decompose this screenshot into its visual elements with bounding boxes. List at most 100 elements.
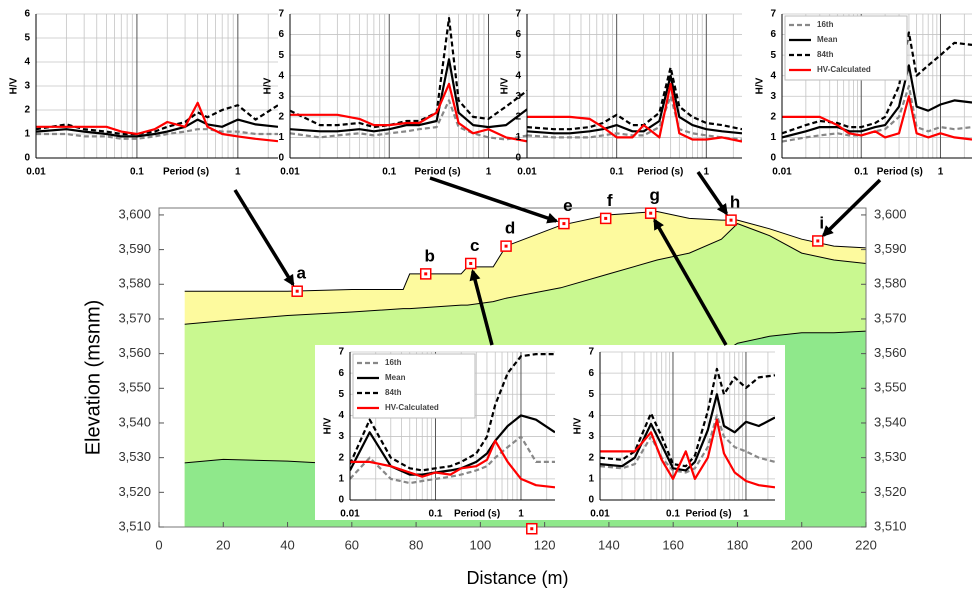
y-tick-label: 6 bbox=[588, 368, 594, 379]
y-tick-label: 3,580 bbox=[118, 276, 151, 291]
y-tick-label: 7 bbox=[770, 9, 776, 20]
y-tick-label: 2 bbox=[515, 111, 521, 122]
x-axis-label: Period (s) bbox=[163, 167, 209, 178]
sample-point-dot bbox=[604, 216, 608, 220]
y-tick-label: 1 bbox=[278, 132, 284, 143]
x-axis-label: Period (s) bbox=[685, 509, 731, 520]
x-tick-label: 200 bbox=[791, 537, 813, 552]
y-tick-label: 1 bbox=[770, 132, 776, 143]
legend-label: Mean bbox=[385, 373, 406, 382]
y2-tick-label: 3,570 bbox=[874, 310, 907, 325]
inset-plot bbox=[600, 352, 775, 500]
y-tick-label: 6 bbox=[24, 9, 30, 20]
y-tick-label: 5 bbox=[24, 33, 30, 44]
y-tick-label: 3,540 bbox=[118, 414, 151, 429]
arrow bbox=[696, 171, 728, 216]
sample-point-dot bbox=[469, 261, 473, 265]
hv-curve bbox=[350, 439, 555, 489]
y-axis-label: H/V bbox=[573, 417, 584, 434]
legend-label: HV-Calculated bbox=[385, 403, 439, 412]
sample-point-dot bbox=[729, 218, 733, 222]
x-tick-label: 140 bbox=[598, 537, 620, 552]
y-axis-label: H/V bbox=[500, 77, 511, 94]
legend-label: 16th bbox=[385, 358, 402, 367]
point-label: h bbox=[730, 193, 740, 212]
x-tick-label: 0.01 bbox=[772, 167, 792, 178]
hv-curve bbox=[600, 414, 775, 474]
x-tick-label: 0.1 bbox=[610, 167, 624, 178]
arrow bbox=[429, 176, 559, 224]
arrow bbox=[469, 269, 494, 346]
x-tick-label: 0.01 bbox=[340, 509, 360, 520]
hv-curve bbox=[600, 367, 775, 468]
x-tick-label: 0 bbox=[155, 537, 162, 552]
y2-tick-label: 3,520 bbox=[874, 484, 907, 499]
x-tick-label: 0.1 bbox=[382, 167, 396, 178]
x-tick-label: 0.01 bbox=[517, 167, 537, 178]
hv-curve bbox=[782, 64, 972, 139]
hv-curve bbox=[782, 84, 972, 143]
y2-tick-label: 3,550 bbox=[874, 380, 907, 395]
y2-tick-label: 3,540 bbox=[874, 414, 907, 429]
sample-point-dot bbox=[504, 244, 508, 248]
hv-curve bbox=[36, 118, 278, 138]
point-label: c bbox=[470, 236, 479, 255]
y-tick-label: 6 bbox=[278, 29, 284, 40]
x-tick-label: 100 bbox=[470, 537, 492, 552]
x-tick-label: 20 bbox=[216, 537, 230, 552]
x-tick-label: 0.01 bbox=[26, 167, 46, 178]
hv-curve bbox=[527, 82, 742, 143]
sample-point-dot bbox=[816, 239, 820, 243]
y-tick-label: 7 bbox=[588, 347, 594, 358]
point-label: i bbox=[819, 213, 824, 232]
x-tick-label: 1 bbox=[743, 509, 749, 520]
x-tick-label: 0.01 bbox=[590, 509, 610, 520]
hv-curve bbox=[350, 353, 555, 472]
y-tick-label: 4 bbox=[515, 70, 521, 81]
y-tick-label: 5 bbox=[278, 50, 284, 61]
y2-tick-label: 3,560 bbox=[874, 345, 907, 360]
y2-tick-label: 3,600 bbox=[874, 206, 907, 221]
y-tick-label: 3,600 bbox=[118, 206, 151, 221]
y-axis-label: H/V bbox=[263, 77, 274, 94]
y-axis-label: H/V bbox=[9, 77, 20, 94]
y-tick-label: 2 bbox=[338, 452, 344, 463]
y-tick-label: 2 bbox=[770, 111, 776, 122]
x-tick-label: 1 bbox=[486, 167, 492, 178]
x-tick-label: 180 bbox=[727, 537, 749, 552]
y-axis-label: H/V bbox=[755, 77, 766, 94]
hv-curve bbox=[600, 418, 775, 489]
point-label: e bbox=[563, 196, 572, 215]
y2-tick-label: 3,590 bbox=[874, 241, 907, 256]
y-axis-label: Elevation (msnm) bbox=[82, 300, 104, 456]
hv-curve bbox=[290, 99, 528, 141]
y-tick-label: 2 bbox=[278, 111, 284, 122]
y-tick-label: 5 bbox=[515, 50, 521, 61]
x-tick-label: 1 bbox=[235, 167, 241, 178]
legend-label: HV-Calculated bbox=[817, 65, 871, 74]
y-tick-label: 1 bbox=[338, 473, 344, 484]
y-tick-label: 3,530 bbox=[118, 449, 151, 464]
y-tick-label: 0 bbox=[770, 153, 776, 164]
layer-boundary bbox=[184, 210, 866, 292]
x-tick-label: 1 bbox=[518, 509, 524, 520]
sample-point-dot bbox=[530, 527, 534, 531]
x-axis-label: Distance (m) bbox=[466, 568, 568, 588]
y-tick-label: 5 bbox=[338, 389, 344, 400]
layer-boundary bbox=[184, 223, 866, 325]
y-tick-label: 6 bbox=[770, 29, 776, 40]
y-tick-label: 6 bbox=[515, 29, 521, 40]
y-tick-label: 1 bbox=[515, 132, 521, 143]
y-tick-label: 7 bbox=[338, 347, 344, 358]
legend-label: 84th bbox=[385, 388, 402, 397]
y2-tick-label: 3,530 bbox=[874, 449, 907, 464]
arrow bbox=[821, 178, 882, 237]
y-tick-label: 4 bbox=[338, 410, 344, 421]
y-tick-label: 3 bbox=[24, 81, 30, 92]
x-axis-label: Period (s) bbox=[877, 167, 923, 178]
legend-label: 84th bbox=[817, 50, 834, 59]
y-axis-label: H/V bbox=[323, 417, 334, 434]
y-tick-label: 3 bbox=[278, 91, 284, 102]
legend-label: 16th bbox=[817, 20, 834, 29]
x-tick-label: 1 bbox=[938, 167, 944, 178]
